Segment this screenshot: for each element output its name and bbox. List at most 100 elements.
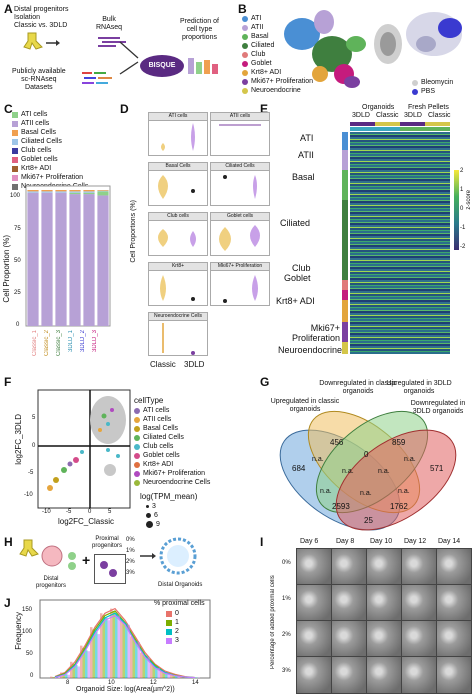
i-micrograph — [331, 584, 367, 622]
j-bar — [110, 609, 113, 678]
j-bar — [115, 613, 118, 678]
e-col-label: Classic — [428, 112, 451, 120]
c-legend: ATI cells ATII cells Basal Cells Ciliate… — [12, 110, 88, 191]
f-xtick: 5 — [108, 509, 111, 516]
e-row-label: ATI — [300, 133, 313, 143]
f-legend-item: Neuroendocrine Cells — [134, 478, 210, 487]
b-cond-label: PBS — [421, 88, 435, 95]
e-col-groupbar — [350, 127, 450, 131]
d-facet-title: Neuroendocrine Cells — [148, 312, 208, 321]
e-rowbar-seg — [342, 132, 348, 150]
sc-reads-icon — [82, 70, 122, 90]
c-bar-segment — [83, 194, 94, 326]
d-facet-title: Basal Cells — [148, 162, 208, 171]
h-distal-1: Distal — [36, 576, 66, 583]
b-swatch — [242, 52, 248, 58]
h-proximal-2: progenitors — [92, 543, 122, 550]
g-count: 571 — [430, 464, 443, 473]
c-bar-segment — [69, 194, 80, 326]
h-proximal-box — [94, 554, 126, 584]
f-size-legend: 3 6 9 — [146, 502, 160, 529]
e-rowbar-seg — [342, 150, 348, 170]
c-legend-item: Krt8+ ADI — [12, 164, 88, 173]
c-xtick: Classic_1 — [32, 330, 39, 356]
e-rowbar-seg — [342, 342, 348, 354]
f-legend-label: Krt8+ ADI — [143, 461, 173, 468]
b-legend-label: Krt8+ ADI — [251, 69, 281, 76]
a-pred-1: Prediction of — [180, 18, 219, 26]
e-colbar-seg — [350, 122, 375, 126]
umap-condition — [404, 4, 474, 74]
e-groupbar-seg — [400, 127, 450, 131]
f-legend-label: Goblet cells — [143, 452, 180, 459]
b-legend-item: Neuroendocrine — [242, 86, 313, 95]
e-scale-label: z-score — [466, 190, 473, 210]
f-swatch — [134, 480, 140, 486]
c-swatch — [12, 166, 18, 172]
c-legend-label: ATI cells — [21, 111, 47, 118]
h-proximal-cells — [95, 555, 125, 583]
h-percent: 3% — [126, 570, 135, 577]
j-bar — [118, 616, 121, 678]
d-facet: ATII cells — [210, 112, 270, 156]
d-violin — [149, 271, 207, 305]
j-bar — [113, 611, 116, 678]
i-micrograph — [296, 656, 332, 694]
g-count: n.a. — [404, 456, 416, 464]
d-facet: ATI cells — [148, 112, 208, 156]
f-swatch — [134, 444, 140, 450]
d-xtick: 3DLD — [184, 360, 204, 369]
f-swatch — [134, 435, 140, 441]
i-day: Day 10 — [370, 538, 392, 546]
b-swatch — [242, 25, 248, 31]
e-col-colorbar — [350, 122, 450, 126]
f-xtick: -5 — [66, 509, 71, 516]
c-ytick: 75 — [14, 226, 21, 233]
f-legend-item: Basal Cells — [134, 424, 210, 433]
f-swatch — [134, 471, 140, 477]
a-pred-2: cell type — [180, 26, 219, 34]
b-legend: ATI ATII Basal Ciliated Club Goblet Krt8… — [242, 14, 313, 95]
f-size-label: 6 — [154, 512, 158, 519]
i-micrograph — [401, 548, 437, 586]
j-bar — [150, 664, 153, 678]
b-legend-label: Goblet — [251, 60, 272, 67]
e-row-label: Krt8+ ADI — [276, 296, 315, 306]
j-bar — [130, 636, 133, 678]
j-legend-item: 2 — [166, 627, 179, 636]
i-micrograph — [366, 620, 402, 658]
j-bar — [103, 616, 106, 678]
c-legend-label: Club cells — [21, 147, 51, 154]
a-bulk: Bulk RNAseq — [96, 16, 122, 32]
i-day: Day 6 — [300, 538, 318, 546]
j-ytick: 100 — [22, 629, 32, 636]
d-facet-title: Mki67+ Proliferation — [210, 262, 270, 271]
b-legend-item: ATII — [242, 23, 313, 32]
b-swatch — [242, 43, 248, 49]
d-violin — [149, 321, 207, 355]
j-swatch — [166, 611, 172, 617]
i-day: Day 14 — [438, 538, 460, 546]
d-violin — [211, 271, 269, 305]
c-legend-item: Club cells — [12, 146, 88, 155]
e-rowbar-seg — [342, 200, 348, 280]
f-legend-label: Neuroendocrine Cells — [143, 479, 210, 486]
c-xtick: 3DLD_1 — [68, 330, 75, 352]
f-legend-label: ATI cells — [143, 407, 169, 414]
h-percent: 1% — [126, 548, 135, 555]
panel-label-h: H — [4, 535, 13, 549]
h-proximal: Proximal progenitors — [92, 536, 122, 550]
e-groupbar-seg — [350, 127, 400, 131]
h-output: Distal Organoids — [158, 582, 202, 589]
j-ytick: 150 — [22, 607, 32, 614]
j-ytick: 50 — [26, 651, 33, 658]
c-xtick: 3DLD_2 — [80, 330, 87, 352]
b-cond-swatch — [412, 89, 418, 95]
d-facet-title: ATI cells — [148, 112, 208, 121]
panel-label-d: D — [120, 102, 129, 116]
f-legend-label: Ciliated Cells — [143, 434, 184, 441]
g-count: 25 — [364, 516, 373, 525]
d-facet-title: Goblet cells — [210, 212, 270, 221]
j-legend-title: % proximal cells — [154, 600, 205, 608]
i-row-label: 3% — [282, 668, 291, 675]
